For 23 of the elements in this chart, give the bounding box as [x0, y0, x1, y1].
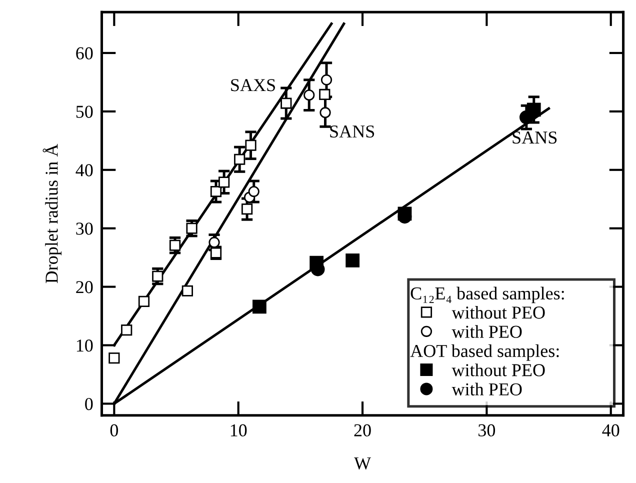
y-tick-label: 40	[76, 164, 93, 176]
y-tick-label: 20	[76, 281, 93, 294]
annotation: SANS	[330, 125, 374, 138]
y-tick-label: 10	[76, 339, 93, 352]
annotation: SANS	[512, 132, 557, 144]
x-tick-label: 10	[230, 424, 247, 436]
legend-label: with PEO	[452, 382, 522, 396]
y-tick-label: 30	[76, 222, 93, 235]
annotation: AOT based samples:	[410, 344, 559, 361]
y-tick-label: 50	[76, 106, 93, 118]
x-tick-label: 0	[110, 424, 118, 436]
x-tick-label: 20	[354, 424, 371, 436]
legend-label: with PEO	[452, 325, 522, 338]
x-axis-title: W	[354, 457, 372, 470]
x-tick-label: 30	[478, 424, 496, 436]
y-tick-label: 60	[76, 47, 93, 60]
legend-title: C₁₂E₄ based samples:	[410, 286, 564, 304]
annotation: SAXS	[231, 79, 275, 92]
y-tick-label: 0	[85, 398, 93, 410]
y-axis-title: Droplet radius in Å	[42, 144, 62, 284]
legend-label: without PEO	[452, 364, 545, 376]
x-tick-label: 40	[602, 424, 620, 436]
legend-label: without PEO	[452, 306, 545, 319]
